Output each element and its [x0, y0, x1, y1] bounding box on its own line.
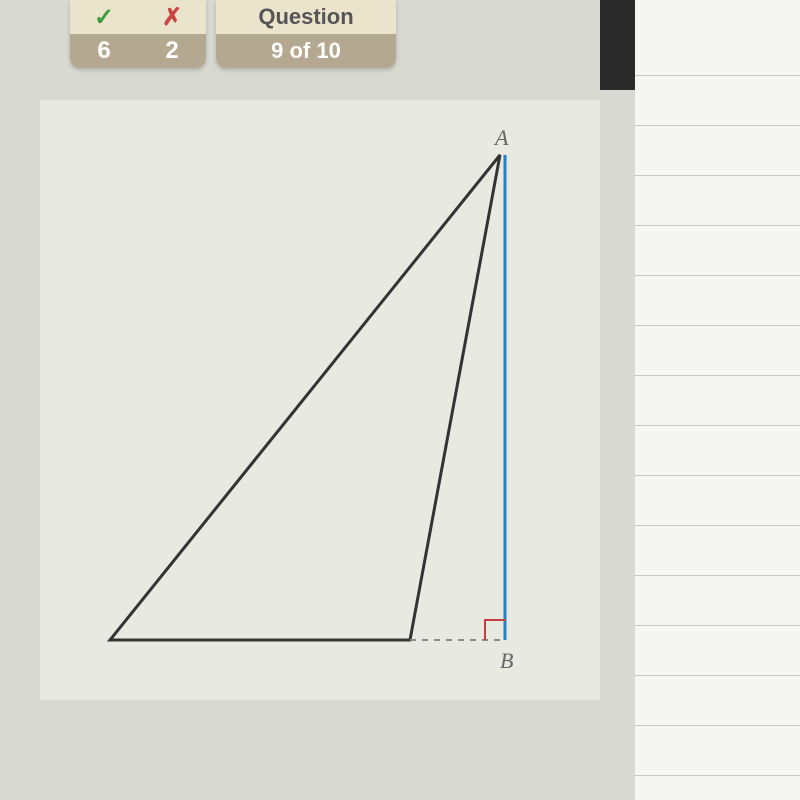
notebook-line	[635, 175, 800, 176]
geometry-svg	[40, 100, 600, 700]
notebook-line	[635, 675, 800, 676]
triangle-diagram: A B	[40, 100, 600, 700]
right-angle-marker	[485, 620, 505, 640]
score-tab: ✓ ✗ 6 2	[70, 0, 206, 68]
question-tab: Question 9 of 10	[216, 0, 396, 68]
header-tabs: ✓ ✗ 6 2 Question 9 of 10	[70, 0, 396, 68]
question-label: Question	[216, 0, 396, 34]
check-icon: ✓	[70, 0, 138, 34]
triangle-shape	[110, 155, 500, 640]
notebook-line	[635, 475, 800, 476]
vertex-label-b: B	[500, 648, 513, 674]
question-progress: 9 of 10	[216, 34, 396, 68]
notebook-line	[635, 575, 800, 576]
notebook-panel	[635, 0, 800, 800]
wrong-count: 2	[138, 34, 206, 68]
notebook-line	[635, 775, 800, 776]
notebook-line	[635, 225, 800, 226]
notebook-line	[635, 375, 800, 376]
vertex-label-a: A	[495, 125, 508, 151]
notebook-line	[635, 125, 800, 126]
cross-icon: ✗	[138, 0, 206, 34]
notebook-line	[635, 325, 800, 326]
notebook-line	[635, 75, 800, 76]
notebook-line	[635, 525, 800, 526]
notebook-line	[635, 725, 800, 726]
correct-count: 6	[70, 34, 138, 68]
notebook-line	[635, 275, 800, 276]
dark-strip	[600, 0, 635, 90]
notebook-line	[635, 425, 800, 426]
notebook-line	[635, 625, 800, 626]
